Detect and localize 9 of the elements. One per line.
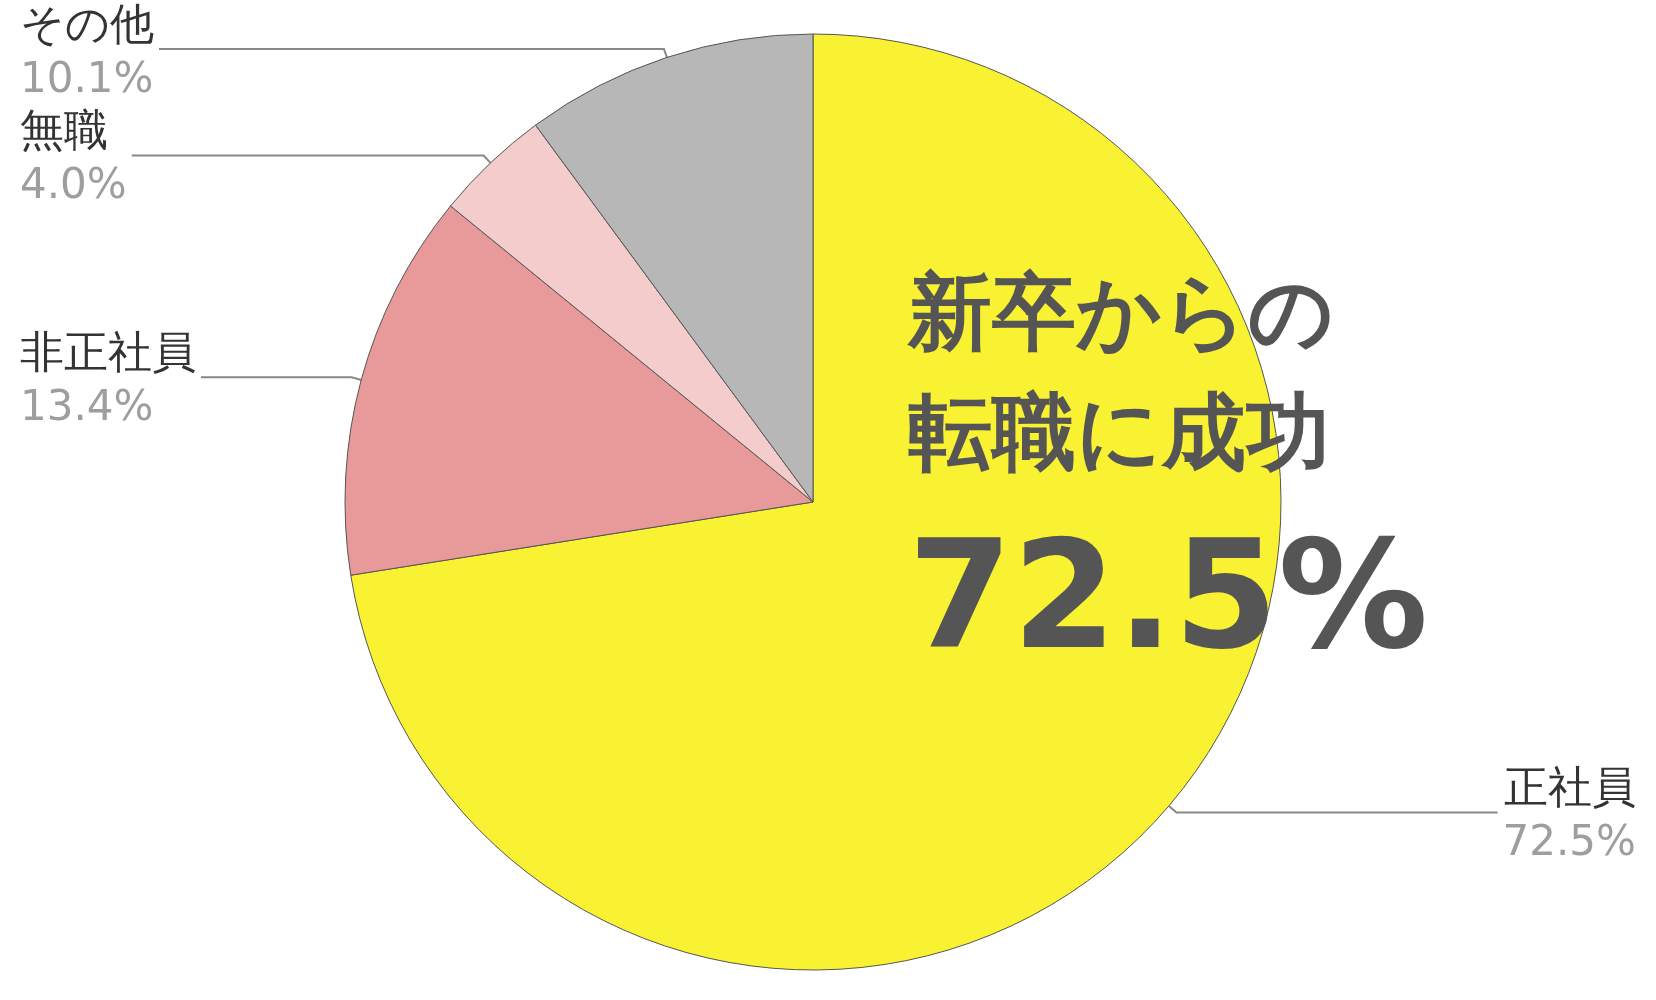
slice-label: その他 bbox=[20, 0, 154, 49]
data-label: 13.4% bbox=[20, 380, 154, 430]
data-label: 4.0% bbox=[20, 159, 127, 209]
slice-label: 無職 bbox=[20, 104, 108, 156]
text: 新卒からの bbox=[907, 263, 1334, 361]
slice-label: 非正社員 bbox=[20, 325, 196, 377]
data-label: 72.5% bbox=[1502, 815, 1636, 865]
slice-label: 正社員 bbox=[1504, 760, 1636, 812]
data-label: 10.1% bbox=[20, 52, 154, 102]
